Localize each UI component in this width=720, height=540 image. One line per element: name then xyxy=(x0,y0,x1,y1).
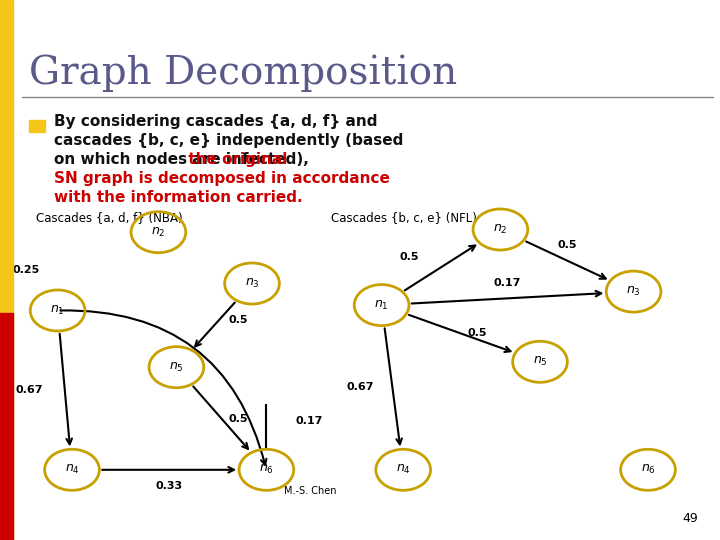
Text: the original: the original xyxy=(184,152,288,167)
Text: 0.67: 0.67 xyxy=(347,382,374,393)
Text: SN graph is decomposed in accordance: SN graph is decomposed in accordance xyxy=(54,171,390,186)
Text: Cascades {a, d, f} (NBA): Cascades {a, d, f} (NBA) xyxy=(36,211,183,224)
Text: 0.67: 0.67 xyxy=(16,385,43,395)
Text: $n_3$: $n_3$ xyxy=(626,285,641,298)
Text: $n_4$: $n_4$ xyxy=(65,463,79,476)
Text: 49: 49 xyxy=(683,512,698,525)
Text: 0.5: 0.5 xyxy=(229,315,248,325)
Text: cascades {b, c, e} independently (based: cascades {b, c, e} independently (based xyxy=(54,133,403,148)
Bar xyxy=(0,0,13,540)
Text: 0.33: 0.33 xyxy=(156,481,183,491)
Text: $n_3$: $n_3$ xyxy=(245,277,259,290)
Text: $n_2$: $n_2$ xyxy=(151,226,166,239)
Text: $n_2$: $n_2$ xyxy=(493,223,508,236)
Text: Cascades {b, c, e} (NFL): Cascades {b, c, e} (NFL) xyxy=(331,211,477,224)
Text: By considering cascades {a, d, f} and: By considering cascades {a, d, f} and xyxy=(54,114,377,129)
Bar xyxy=(0,313,13,540)
Text: 0.5: 0.5 xyxy=(229,414,248,423)
Text: with the information carried.: with the information carried. xyxy=(54,190,302,205)
Text: 0.17: 0.17 xyxy=(494,278,521,287)
Bar xyxy=(29,120,45,132)
Text: $n_1$: $n_1$ xyxy=(50,304,65,317)
Text: $n_5$: $n_5$ xyxy=(533,355,547,368)
Text: $n_5$: $n_5$ xyxy=(169,361,184,374)
Text: 0.25: 0.25 xyxy=(12,265,40,275)
Text: 0.17: 0.17 xyxy=(295,416,323,426)
Text: 0.5: 0.5 xyxy=(400,252,419,262)
Text: M.-S. Chen: M.-S. Chen xyxy=(284,487,337,496)
Text: 0.5: 0.5 xyxy=(468,328,487,339)
Text: $n_6$: $n_6$ xyxy=(259,463,274,476)
Text: $n_1$: $n_1$ xyxy=(374,299,389,312)
Text: $n_6$: $n_6$ xyxy=(641,463,655,476)
Text: $n_4$: $n_4$ xyxy=(396,463,410,476)
Text: Graph Decomposition: Graph Decomposition xyxy=(29,54,457,91)
Text: 0.5: 0.5 xyxy=(557,240,577,249)
Text: on which nodes are infected),: on which nodes are infected), xyxy=(54,152,309,167)
